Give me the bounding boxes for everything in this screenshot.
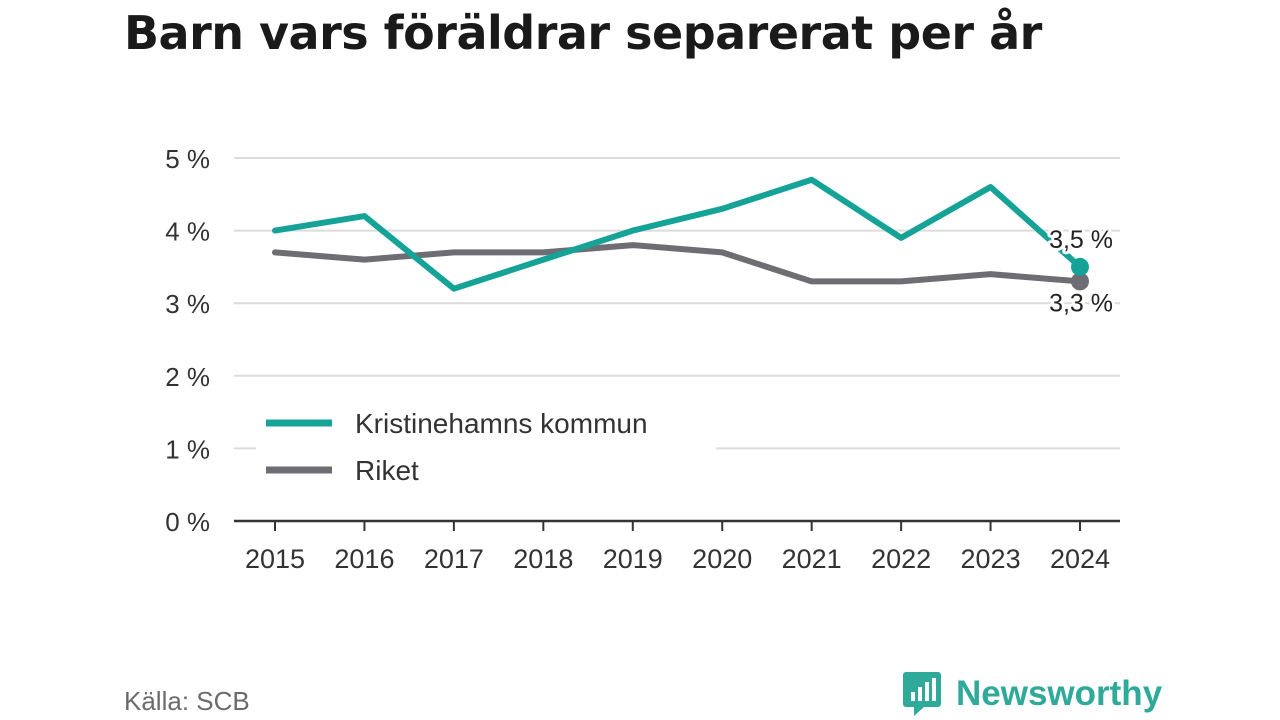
newsworthy-logo-icon xyxy=(903,672,941,716)
x-tick-label: 2021 xyxy=(782,544,842,574)
y-tick-label: 3 % xyxy=(165,289,210,319)
series-end-point xyxy=(1071,257,1089,276)
y-tick-label: 1 % xyxy=(165,434,210,464)
series-lines xyxy=(272,176,1089,292)
legend-background xyxy=(256,398,716,490)
series-line xyxy=(272,242,1083,285)
end-value-label: 3,5 % xyxy=(1049,226,1113,254)
series-line xyxy=(272,176,1083,292)
y-axis-labels: 0 % 1 % 2 % 3 % 4 % 5 % xyxy=(165,144,210,537)
legend: Kristinehamns kommun Riket xyxy=(256,398,716,490)
x-tick-label: 2018 xyxy=(513,544,573,574)
chart-title: Barn vars föräldrar separerat per år xyxy=(124,6,1042,60)
series-end-point xyxy=(1071,272,1089,291)
brand-logo: Newsworthy xyxy=(902,670,1162,718)
x-tick-label: 2024 xyxy=(1050,544,1110,574)
x-tick-label: 2016 xyxy=(334,544,394,574)
x-tick-label: 2015 xyxy=(245,544,305,574)
legend-label: Kristinehamns kommun xyxy=(355,408,648,439)
brand-name: Newsworthy xyxy=(956,674,1163,713)
y-tick-label: 2 % xyxy=(165,362,210,392)
y-tick-label: 0 % xyxy=(165,507,210,537)
y-tick-label: 5 % xyxy=(165,144,210,174)
y-tick-label: 4 % xyxy=(165,217,210,247)
x-tick-label: 2017 xyxy=(424,544,484,574)
source-note: Källa: SCB xyxy=(124,686,250,716)
end-value-label: 3,3 % xyxy=(1049,289,1113,317)
x-tick-label: 2020 xyxy=(692,544,752,574)
end-labels: 3,5 % 3,3 % xyxy=(1046,223,1116,321)
x-axis: 2015 2016 2017 2018 2019 2020 2021 2022 2023 2024 xyxy=(234,519,1120,574)
x-tick-label: 2023 xyxy=(961,544,1021,574)
x-tick-label: 2019 xyxy=(603,544,663,574)
x-tick-label: 2022 xyxy=(871,544,931,574)
legend-label: Riket xyxy=(355,455,419,486)
